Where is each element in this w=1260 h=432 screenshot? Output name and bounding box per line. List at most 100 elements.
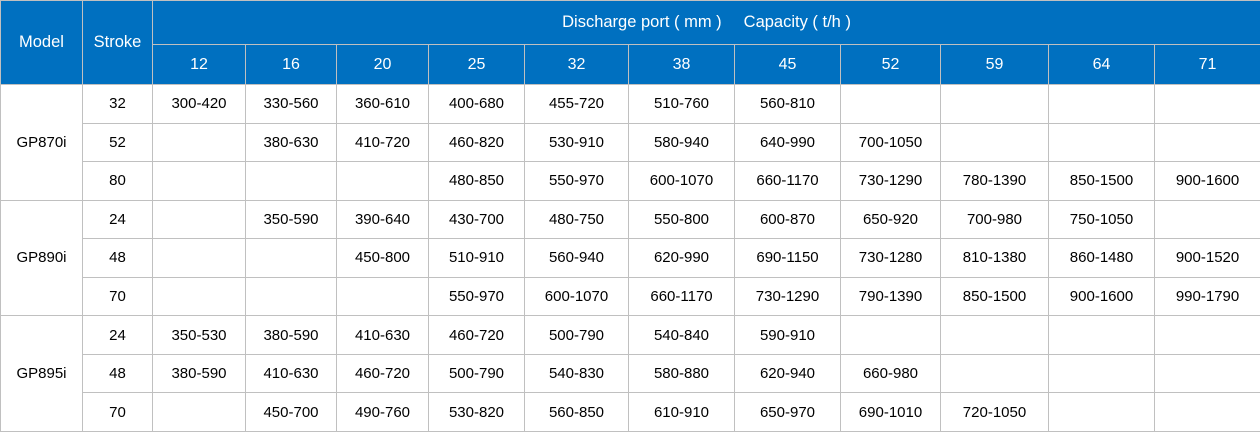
port-header-25: 25	[428, 44, 525, 85]
stroke-column-header: Stroke	[82, 0, 153, 85]
capacity-cell: 620-990	[628, 238, 735, 278]
capacity-cell: 720-1050	[940, 392, 1049, 432]
capacity-cell: 350-530	[152, 315, 246, 355]
capacity-cell: 560-810	[734, 84, 841, 124]
capacity-cell: 380-590	[152, 353, 246, 394]
stroke-cell: 24	[82, 199, 153, 240]
capacity-cell: 500-790	[524, 315, 629, 355]
capacity-cell-empty	[840, 315, 941, 355]
stroke-cell: 48	[82, 238, 153, 278]
capacity-cell-empty	[1153, 84, 1260, 124]
model-cell-GP890i: GP890i	[0, 199, 83, 317]
stroke-cell: 70	[82, 392, 153, 432]
capacity-cell-empty	[940, 315, 1049, 355]
capacity-cell: 810-1380	[940, 238, 1049, 278]
capacity-cell: 360-610	[336, 84, 429, 124]
capacity-cell: 780-1390	[940, 161, 1049, 201]
capacity-cell: 660-980	[840, 353, 941, 394]
capacity-cell: 530-820	[428, 392, 525, 432]
capacity-cell: 550-970	[524, 161, 629, 201]
capacity-cell: 750-1050	[1048, 199, 1155, 240]
capacity-cell: 660-1170	[734, 161, 841, 201]
capacity-cell: 300-420	[152, 84, 246, 124]
capacity-cell: 660-1170	[628, 276, 735, 317]
discharge-port-title: Discharge port ( mm )	[562, 13, 722, 31]
capacity-cell: 690-1010	[840, 392, 941, 432]
capacity-cell: 580-940	[628, 122, 735, 163]
capacity-cell-empty	[336, 276, 429, 317]
capacity-cell: 390-640	[336, 199, 429, 240]
capacity-cell: 600-1070	[524, 276, 629, 317]
capacity-cell: 580-880	[628, 353, 735, 394]
capacity-cell-empty	[1153, 315, 1260, 355]
capacity-cell: 650-920	[840, 199, 941, 240]
header-row-top: Model Stroke Discharge port ( mm ) Capaci…	[0, 0, 1260, 85]
capacity-cell: 350-590	[245, 199, 337, 240]
capacity-cell: 500-790	[428, 353, 525, 394]
capacity-cell: 850-1500	[940, 276, 1049, 317]
table-row: 70 450-700 490-760 530-820 560-850 610-910 650…	[1, 392, 1260, 432]
capacity-cell-empty	[840, 84, 941, 124]
capacity-cell: 330-560	[245, 84, 337, 124]
spanning-title-header: Discharge port ( mm ) Capacity ( t/h )	[151, 0, 1260, 45]
port-header-52: 52	[840, 44, 941, 85]
table-row: GP890i 24 350-590 390-640 430-700 480-750 550-…	[0, 199, 1260, 317]
capacity-cell: 460-820	[428, 122, 525, 163]
capacity-cell-empty	[1048, 315, 1155, 355]
capacity-cell: 850-1500	[1048, 161, 1155, 201]
table-body: GP870i 32 300-420 330-560 360-610 400-680 455-…	[0, 84, 1260, 432]
capacity-cell-empty	[152, 122, 246, 163]
capacity-cell: 700-980	[940, 199, 1049, 240]
capacity-cell-empty	[152, 392, 246, 432]
capacity-cell: 790-1390	[840, 276, 941, 317]
capacity-cell: 600-870	[734, 199, 841, 240]
ports-header-row: 12 16 20 25 32 38 45 52 59 64 71	[1, 44, 1260, 85]
capacity-cell-empty	[1153, 199, 1260, 240]
port-header-71: 71	[1153, 44, 1260, 85]
table-row: GP870i 32 300-420 330-560 360-610 400-680 455-…	[0, 84, 1260, 201]
capacity-cell: 530-910	[524, 122, 629, 163]
capacity-cell-empty	[1048, 353, 1155, 394]
capacity-cell: 450-700	[245, 392, 337, 432]
stroke-cell: 52	[82, 122, 153, 163]
model-cell-GP870i: GP870i	[0, 84, 83, 201]
capacity-cell: 560-940	[524, 238, 629, 278]
capacity-cell: 620-940	[734, 353, 841, 394]
capacity-cell-empty	[152, 238, 246, 278]
capacity-cell: 690-1150	[734, 238, 841, 278]
capacity-cell: 410-630	[336, 315, 429, 355]
capacity-cell: 650-970	[734, 392, 841, 432]
port-header-64: 64	[1048, 44, 1155, 85]
capacity-cell: 410-720	[336, 122, 429, 163]
model-column-header: Model	[0, 0, 83, 85]
capacity-cell-empty	[1048, 392, 1155, 432]
capacity-cell: 410-630	[245, 353, 337, 394]
capacity-cell: 990-1790	[1153, 276, 1260, 317]
port-header-59: 59	[940, 44, 1049, 85]
capacity-cell: 380-630	[245, 122, 337, 163]
capacity-cell: 380-590	[245, 315, 337, 355]
capacity-cell: 610-910	[628, 392, 735, 432]
capacity-cell: 510-760	[628, 84, 735, 124]
capacity-cell: 730-1280	[840, 238, 941, 278]
port-header-45: 45	[734, 44, 841, 85]
capacity-cell-empty	[336, 161, 429, 201]
capacity-title: Capacity ( t/h )	[743, 13, 851, 31]
capacity-cell-empty	[940, 353, 1049, 394]
stroke-cell: 48	[82, 353, 153, 394]
capacity-cell-empty	[152, 161, 246, 201]
capacity-cell-empty	[940, 84, 1049, 124]
capacity-cell-empty	[245, 238, 337, 278]
capacity-cell-empty	[245, 161, 337, 201]
capacity-cell-empty	[1153, 353, 1260, 394]
capacity-cell: 860-1480	[1048, 238, 1155, 278]
capacity-cell: 540-830	[524, 353, 629, 394]
capacity-cell-empty	[152, 276, 246, 317]
capacity-cell: 900-1600	[1153, 161, 1260, 201]
capacity-cell: 460-720	[336, 353, 429, 394]
capacity-cell-empty	[1153, 392, 1260, 432]
table-row: GP895i 24 350-530 380-590 410-630 460-720 500-…	[0, 315, 1260, 432]
capacity-cell: 460-720	[428, 315, 525, 355]
capacity-cell: 560-850	[524, 392, 629, 432]
capacity-cell-empty	[152, 199, 246, 240]
